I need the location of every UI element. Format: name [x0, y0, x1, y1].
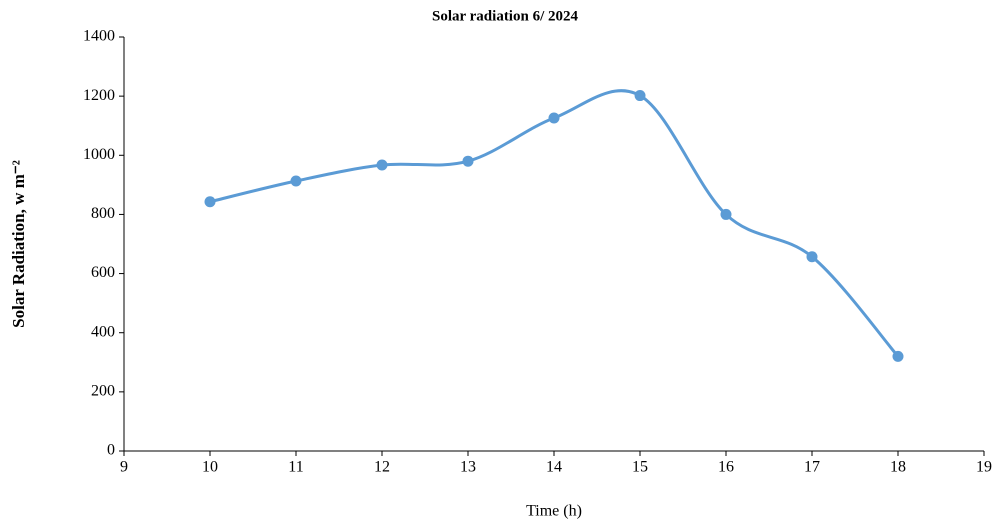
- x-tick-label: 10: [202, 459, 218, 476]
- data-point: [548, 112, 560, 124]
- chart-title: Solar radiation 6/ 2024: [432, 8, 578, 24]
- data-point: [462, 155, 474, 167]
- y-tick-label: 800: [91, 205, 115, 222]
- y-tick-label: 200: [91, 383, 115, 400]
- x-tick-label: 11: [288, 459, 303, 476]
- y-axis-label: Solar Radiation, w m⁻²: [9, 160, 28, 328]
- y-tick-label: 1400: [83, 28, 115, 45]
- x-tick-label: 12: [374, 459, 390, 476]
- data-point: [634, 90, 646, 102]
- data-point: [892, 350, 904, 362]
- y-tick-label: 600: [91, 264, 115, 281]
- x-tick-label: 16: [718, 459, 734, 476]
- x-tick-label: 14: [546, 459, 562, 476]
- y-tick-label: 1200: [83, 87, 115, 104]
- data-point: [720, 208, 732, 220]
- x-tick-label: 17: [804, 459, 820, 476]
- x-tick-label: 18: [890, 459, 906, 476]
- data-point: [290, 175, 302, 187]
- y-tick-label: 400: [91, 323, 115, 340]
- x-tick-label: 19: [976, 459, 992, 476]
- series-line: [209, 89, 900, 358]
- data-point: [376, 159, 388, 171]
- x-tick-label: 15: [632, 459, 648, 476]
- y-tick-label: 0: [107, 442, 115, 459]
- data-point: [204, 196, 216, 208]
- y-tick-label: 1000: [83, 146, 115, 163]
- x-tick-label: 13: [460, 459, 476, 476]
- x-tick-label: 9: [120, 459, 128, 476]
- x-axis-label: Time (h): [526, 503, 582, 520]
- data-point: [806, 251, 818, 263]
